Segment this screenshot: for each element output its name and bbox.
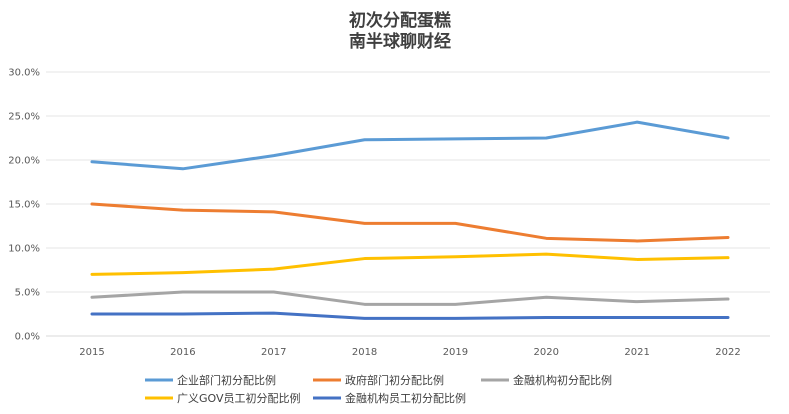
legend-label: 金融机构初分配比例 <box>513 373 612 387</box>
x-tick-label: 2017 <box>261 347 286 358</box>
y-tick-label: 20.0% <box>8 156 40 167</box>
x-tick-label: 2019 <box>443 347 468 358</box>
x-axis: 2015 2016 2017 2018 2019 2020 2021 2022 <box>79 347 740 358</box>
chart-title: 初次分配蛋糕 <box>349 10 451 31</box>
y-tick-label: 25.0% <box>8 112 40 123</box>
x-tick-label: 2015 <box>79 347 104 358</box>
series-lines <box>90 120 730 320</box>
y-tick-label: 15.0% <box>8 200 40 211</box>
series-line-4 <box>90 252 730 276</box>
legend-label: 广义GOV员工初分配比例 <box>177 391 301 405</box>
series-line-1 <box>90 120 730 171</box>
legend-label: 政府部门初分配比例 <box>345 373 444 387</box>
series-line-2 <box>90 202 730 243</box>
y-tick-label: 0.0% <box>15 332 40 343</box>
y-tick-label: 5.0% <box>15 288 40 299</box>
legend-label: 金融机构员工初分配比例 <box>345 391 466 405</box>
x-tick-label: 2020 <box>534 347 559 358</box>
x-tick-label: 2018 <box>352 347 377 358</box>
x-tick-label: 2021 <box>624 347 649 358</box>
y-tick-label: 10.0% <box>8 244 40 255</box>
x-tick-label: 2016 <box>170 347 195 358</box>
y-axis: 0.0% 5.0% 10.0% 15.0% 20.0% 25.0% 30.0% <box>8 68 40 343</box>
x-tick-label: 2022 <box>715 347 740 358</box>
y-tick-label: 30.0% <box>8 68 40 79</box>
series-line-5 <box>90 311 730 320</box>
series-line-3 <box>90 290 730 306</box>
chart-subtitle: 南半球聊财经 <box>349 31 451 52</box>
legend-label: 企业部门初分配比例 <box>177 373 276 387</box>
grid <box>46 71 770 337</box>
